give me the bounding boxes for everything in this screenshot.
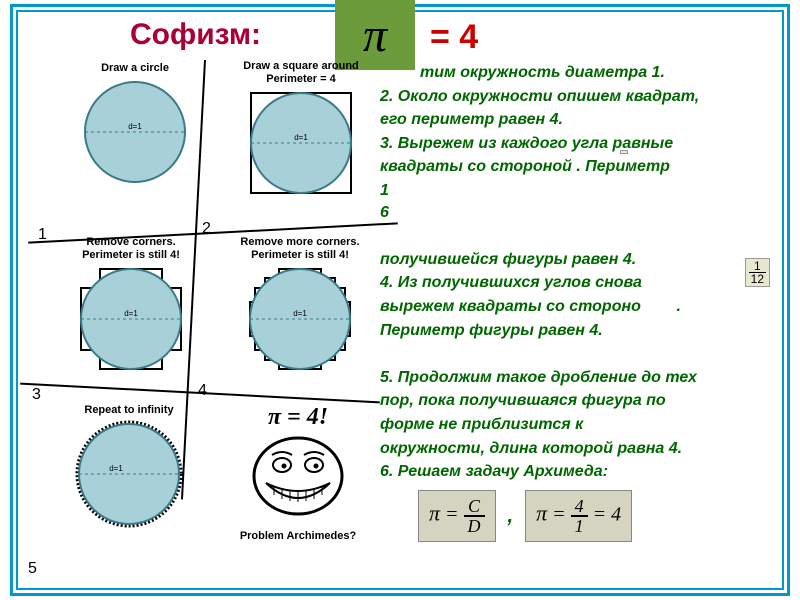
panel-5-title: Repeat to infinity: [54, 404, 204, 417]
panel-4: Remove more corners.Perimeter is still 4…: [220, 236, 380, 374]
panel-5-num: 5: [28, 560, 37, 578]
formula-row: π = CD , π = 41 = 4: [418, 490, 632, 542]
panel-2: Draw a square aroundPerimeter = 4 d=1: [226, 60, 376, 198]
equals-four: = 4: [430, 18, 478, 57]
circle-3: d=1: [76, 264, 186, 374]
panel-3: Remove corners.Perimeter is still 4! d=1: [56, 236, 206, 374]
formula-4-over-1: π = 41 = 4: [525, 490, 632, 542]
panel-1-num: 1: [38, 226, 47, 244]
svg-text:d=1: d=1: [124, 309, 138, 318]
panel-3-title: Remove corners.Perimeter is still 4!: [56, 236, 206, 262]
formula-comma: ,: [508, 505, 514, 528]
circle-4: d=1: [245, 264, 355, 374]
panel-1-title: Draw a circle: [60, 62, 210, 75]
panel-2-title: Draw a square aroundPerimeter = 4: [226, 60, 376, 86]
panel-4-title: Remove more corners.Perimeter is still 4…: [220, 236, 380, 262]
svg-text:d=1: d=1: [128, 122, 142, 131]
trollface-icon: [248, 431, 348, 521]
circle-5: d=1: [74, 419, 184, 529]
panel-5: Repeat to infinity d=1: [54, 404, 204, 529]
formula-c-over-d: π = CD: [418, 490, 496, 542]
panel-6-title: Problem Archimedes?: [218, 530, 378, 543]
panel-4-num: 4: [198, 382, 207, 400]
proof-text: тим окружность диаметра 1. 2. Около окру…: [380, 62, 776, 485]
panel-1: Draw a circle d=1: [60, 62, 210, 187]
slide-title: Софизм:: [130, 18, 261, 52]
fraction-1-6: [620, 150, 628, 154]
circle-2: d=1: [246, 88, 356, 198]
svg-text:d=1: d=1: [293, 309, 307, 318]
panel-3-num: 3: [32, 386, 41, 404]
circle-1: d=1: [80, 77, 190, 187]
diagram-grid: Draw a circle d=1 1 Draw a square around…: [30, 60, 375, 580]
pi-equals-4-big: π = 4!: [218, 404, 378, 431]
svg-text:d=1: d=1: [109, 464, 123, 473]
svg-text:d=1: d=1: [294, 133, 308, 142]
fraction-1-12: 112: [745, 258, 770, 287]
panel-6: π = 4! Problem Archimedes?: [218, 404, 378, 545]
